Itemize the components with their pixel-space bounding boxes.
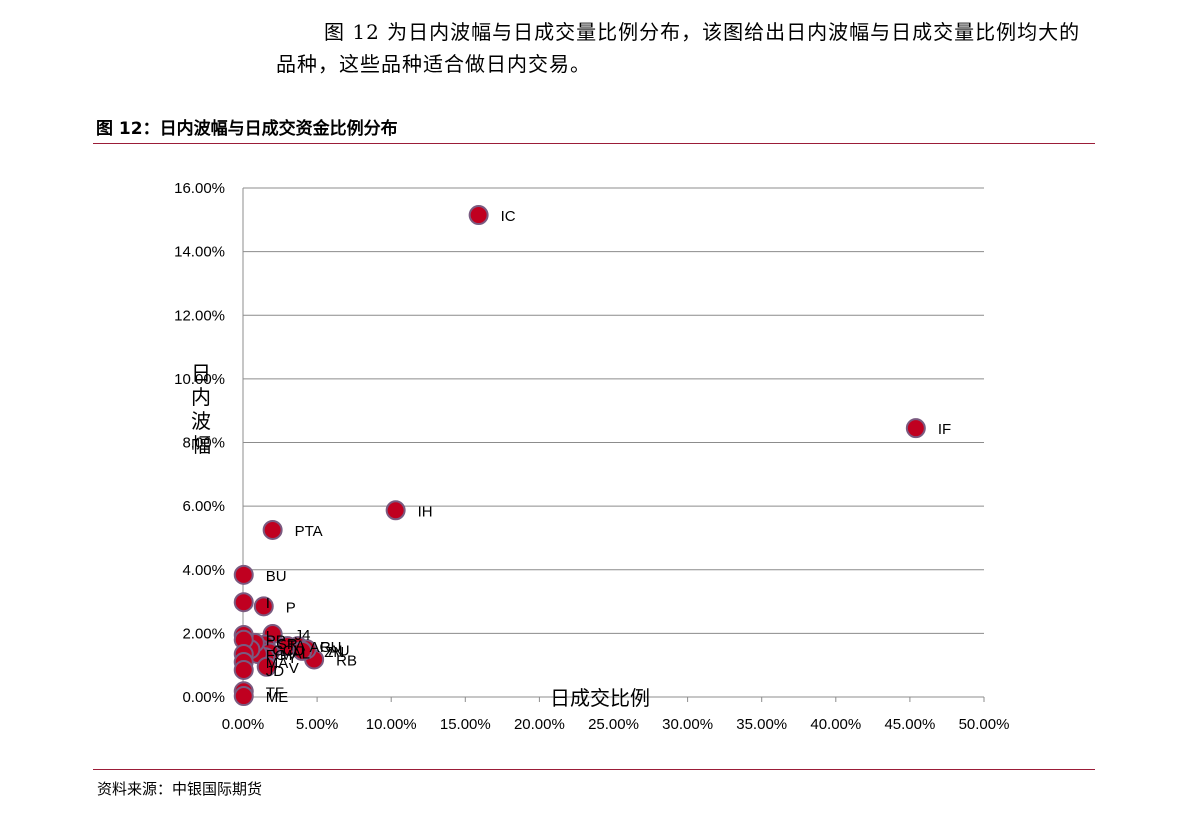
x-tick-label: 20.00% [514,716,565,733]
point-label: M [280,647,293,664]
x-tick-labels: 0.00% 5.00% 10.00% 15.00% 20.00% 25.00% 30.00%… [222,716,1010,733]
point-label: JD [266,663,285,680]
y-axis-label-char: 幅 [191,433,211,457]
x-tick-label: 40.00% [810,716,861,733]
point-label: BU [266,568,287,585]
point-label: MA [266,655,289,672]
source-note: 资料来源：中银国际期货 [97,780,263,798]
x-tick-label: 5.00% [296,716,339,733]
y-axis-label-char: 波 [191,409,211,433]
point-label: PP [266,633,286,650]
x-axis-label: 日成交比例 [550,686,650,710]
figure-title: 图 12：日内波幅与日成交资金比例分布 [96,119,398,139]
data-point [233,659,254,680]
x-tick-label: 30.00% [662,716,713,733]
x-tick-label: 35.00% [736,716,787,733]
point-label: IF [938,421,951,438]
point-label: ZN [324,644,344,661]
point-label: RB [336,652,357,669]
intro-text: 图 12 为日内波幅与日成交量比例分布，该图给出日内波幅与日成交量比例均大的品种… [276,20,1081,76]
point-label: L [266,628,274,645]
point-label: TA [287,638,305,655]
x-tick-label: 50.00% [959,716,1010,733]
point-label: V [289,660,299,677]
grid-lines [243,187,984,634]
data-point [905,418,926,439]
point-label: P [286,599,296,616]
point-label: ME [266,689,289,706]
data-point [256,656,277,677]
x-tick-label: 15.00% [440,716,491,733]
x-tick-label: 45.00% [884,716,935,733]
point-label: SR [277,636,298,653]
y-tick-label: 16.00% [174,180,225,197]
y-axis-label-char: 内 [191,385,211,409]
x-tick-label: 25.00% [588,716,639,733]
y-tick-label: 14.00% [174,244,225,261]
point-label: FG [266,647,287,664]
point-label: TF [266,684,284,701]
y-tick-label: 6.00% [182,498,225,515]
top-divider [93,143,1095,144]
data-point [233,592,254,613]
point-label: PTA [295,523,323,540]
x-tick-label: 0.00% [222,716,265,733]
y-tick-label: 0.00% [182,689,225,706]
x-tick-label: 10.00% [366,716,417,733]
point-label: I [266,595,270,612]
point-label: AU [329,642,350,659]
point-label: J4 [295,627,311,644]
y-tick-label: 12.00% [174,307,225,324]
y-tick-label: 10.00% [174,371,225,388]
point-label: Y [287,650,297,667]
point-label: IC [501,208,516,225]
axes [242,188,985,702]
data-point [262,519,283,540]
data-point [253,596,274,617]
point-label: CU [283,642,305,659]
y-axis-label: 日内波幅 [191,361,211,457]
data-point [233,564,254,585]
data-point [468,205,489,226]
bottom-divider [93,769,1095,770]
point-label: AG [309,639,331,656]
data-points [233,205,926,707]
y-tick-labels: 0.00% 2.00% 4.00% 6.00% 8.00% 10.00% 12.00% 14.… [174,180,225,706]
data-point [233,686,254,707]
intro-paragraph: 图 12 为日内波幅与日成交量比例分布，该图给出日内波幅与日成交量比例均大的品种… [276,16,1096,80]
data-point [292,640,313,661]
point-label: C [272,642,283,659]
data-point [385,500,406,521]
point-label: RU [320,639,342,656]
y-axis-label-char: 日 [191,361,211,385]
point-label: IH [418,503,433,520]
y-tick-label: 2.00% [182,625,225,642]
y-tick-label: 4.00% [182,562,225,579]
point-label: AL [292,645,310,662]
y-tick-label: 8.00% [182,435,225,452]
